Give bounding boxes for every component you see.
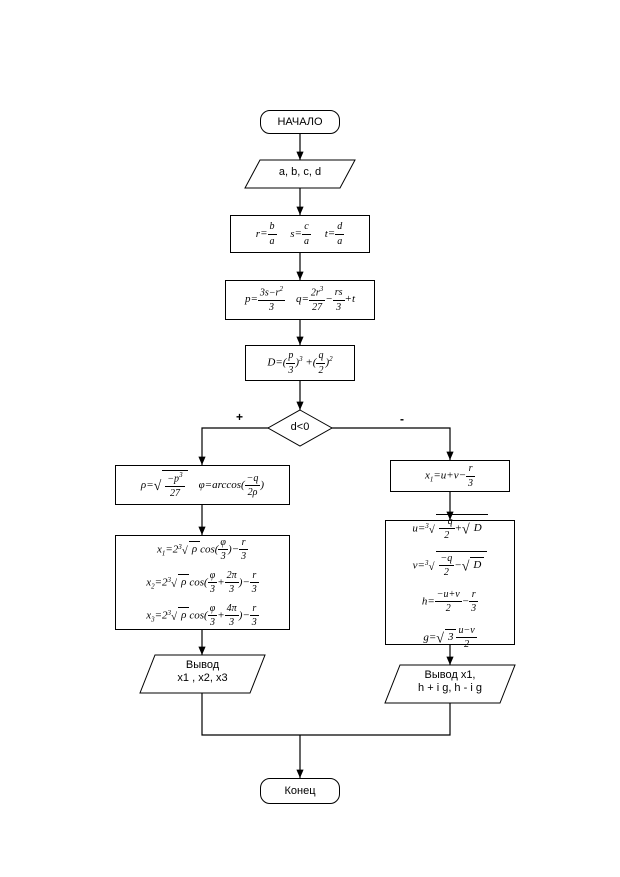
out2-line1: Вывод x1, xyxy=(425,669,476,681)
decision-label: d<0 xyxy=(291,421,310,433)
out1-line1: Вывод xyxy=(186,659,219,671)
x123-process: x1=23√ρcos(φ3)−r3 x2=23√ρcos(φ3+2π3)−r3 … xyxy=(115,535,290,630)
rst-process: r=ba s=ca t=da xyxy=(230,215,370,253)
output2-io: Вывод x1, h + i g, h - i g xyxy=(385,669,515,695)
x1uv-process: x1=u+v−r3 xyxy=(390,460,510,492)
end-terminator: Конец xyxy=(260,778,340,804)
decision: d<0 xyxy=(270,421,330,433)
input-label: a, b, c, d xyxy=(279,166,321,178)
pq-formula: p=3s−r23 q=2r327−rs3+t xyxy=(245,285,355,314)
x1uv-formula: x1=u+v−r3 xyxy=(425,462,475,490)
rho-phi-process: ρ=√−p327 φ=arccos(−q2ρ) xyxy=(115,465,290,505)
out2-line2: h + i g, h - i g xyxy=(418,682,482,694)
pq-process: p=3s−r23 q=2r327−rs3+t xyxy=(225,280,375,320)
x3-formula: x3=23√ρcos(φ3+4π3)−r3 xyxy=(146,602,259,630)
minus-sign: - xyxy=(400,412,404,426)
h-formula: h=−u+v2−r3 xyxy=(422,588,478,616)
output1-io: Вывод x1 , x2, x3 xyxy=(140,659,265,685)
x1-formula: x1=23√ρcos(φ3)−r3 xyxy=(157,536,248,564)
start-label: НАЧАЛО xyxy=(277,115,322,130)
v-formula: v=3√−q2−√D xyxy=(413,551,488,580)
d-process: D=(p3)3 +(q2)2 xyxy=(245,345,355,381)
plus-sign: + xyxy=(236,410,243,424)
input-io: a, b, c, d xyxy=(245,166,355,178)
d-formula: D=(p3)3 +(q2)2 xyxy=(267,349,332,377)
end-label: Конец xyxy=(284,784,315,799)
rst-formula: r=ba s=ca t=da xyxy=(256,220,344,248)
g-formula: g=√3u−v2 xyxy=(423,624,476,652)
start-terminator: НАЧАЛО xyxy=(260,110,340,134)
uvhg-process: u=3√−q2+√D v=3√−q2−√D h=−u+v2−r3 g=√3u−v… xyxy=(385,520,515,645)
rho-phi-formula: ρ=√−p327 φ=arccos(−q2ρ) xyxy=(141,470,264,500)
u-formula: u=3√−q2+√D xyxy=(412,514,487,543)
x2-formula: x2=23√ρcos(φ3+2π3)−r3 xyxy=(146,569,259,597)
out1-line2: x1 , x2, x3 xyxy=(177,672,227,684)
